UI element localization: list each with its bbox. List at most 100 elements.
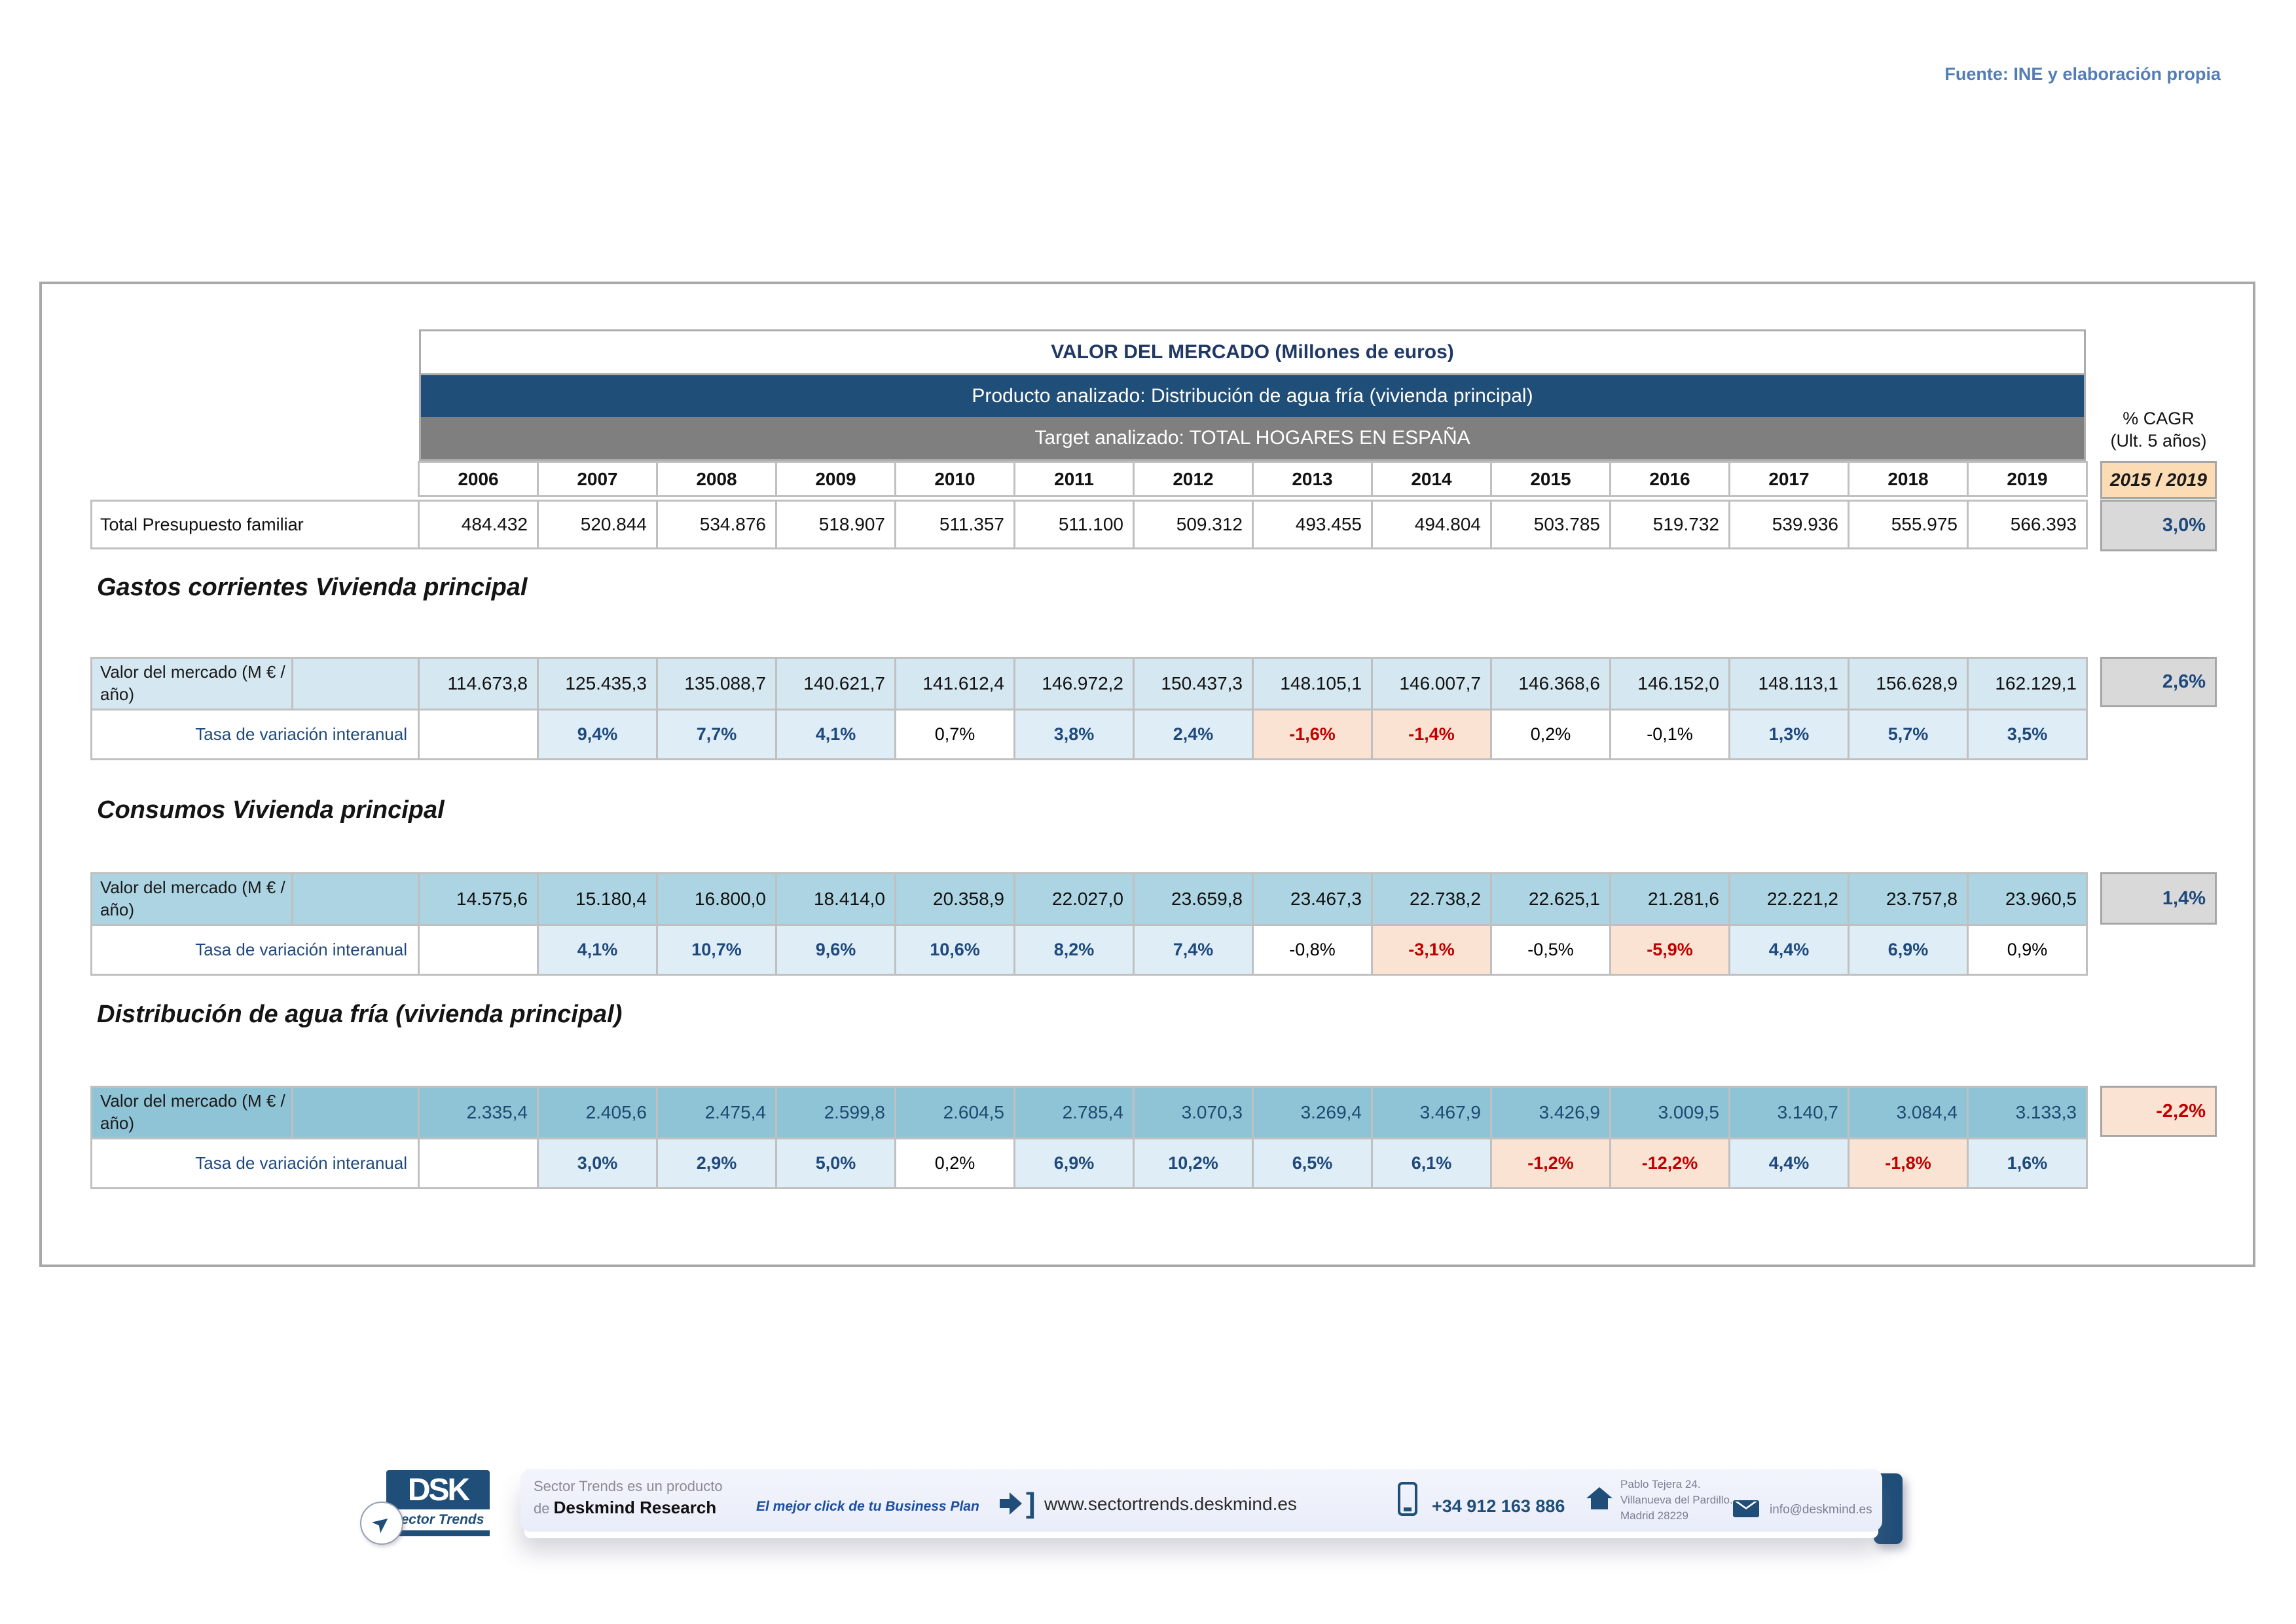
rate-cell: 2,9%: [656, 1137, 777, 1189]
cagr-note: % CAGR (Ult. 5 años): [2098, 407, 2219, 452]
value-cell: 2.599,8: [775, 1086, 896, 1139]
total-row-label: Total Presupuesto familiar: [90, 500, 420, 549]
section-title-gastos: Gastos corrientes Vivienda principal: [97, 574, 528, 601]
year-header: 2010: [894, 461, 1015, 497]
home-body: [1591, 1498, 1608, 1509]
rate-cell: 3,0%: [537, 1137, 658, 1189]
market-value-label: Valor del mercado (M € / año): [90, 1086, 293, 1139]
mail-icon: [1733, 1500, 1759, 1517]
value-cell: 18.414,0: [775, 872, 896, 926]
value-cell: 534.876: [656, 500, 777, 549]
year-header: 2011: [1013, 461, 1135, 497]
year-header: 2006: [418, 461, 539, 497]
rate-label: Tasa de variación interanual: [90, 708, 420, 760]
value-cell: 509.312: [1133, 500, 1254, 549]
value-cell: 162.129,1: [1967, 657, 2088, 710]
value-cell: 146.152,0: [1609, 657, 1730, 710]
section-table-consumos: Valor del mercado (M € / año) 14.575,6 15.…: [90, 872, 2088, 976]
value-cell: 150.437,3: [1133, 657, 1254, 710]
cagr-note-line2: (Ult. 5 años): [2110, 431, 2207, 451]
value-cell: 15.180,4: [537, 872, 658, 926]
value-cell: 519.732: [1609, 500, 1730, 549]
market-value-label: Valor del mercado (M € / año): [90, 657, 293, 710]
rate-cell: 4,4%: [1728, 923, 1850, 976]
dsk-logo-circle: ➤: [360, 1502, 403, 1545]
value-cell: 566.393: [1967, 500, 2088, 549]
value-cell: 156.628,9: [1848, 657, 1969, 710]
rate-cell: -5,9%: [1609, 923, 1730, 976]
footer-email: info@deskmind.es: [1770, 1503, 1872, 1517]
home-icon: [1586, 1487, 1613, 1511]
rate-cell: 6,5%: [1252, 1137, 1373, 1189]
value-cell: 114.673,8: [418, 657, 539, 710]
footer-product-line1: Sector Trends es un producto: [534, 1478, 723, 1494]
value-cell: 14.575,6: [418, 872, 539, 926]
value-cell: 22.625,1: [1490, 872, 1611, 926]
value-cell: 3.467,9: [1371, 1086, 1492, 1139]
rate-cell: -0,5%: [1490, 923, 1611, 976]
rate-cell: -0,8%: [1252, 923, 1373, 976]
rate-cell: 7,7%: [656, 708, 777, 760]
rate-cell: 4,1%: [537, 923, 658, 976]
value-cell: 518.907: [775, 500, 896, 549]
rate-cell: 9,4%: [537, 708, 658, 760]
value-cell: 2.604,5: [894, 1086, 1015, 1139]
rate-cell: 6,1%: [1371, 1137, 1492, 1189]
footer-company-name: Deskmind Research: [553, 1498, 717, 1517]
rate-cell: 3,8%: [1013, 708, 1135, 760]
rate-cell: 10,7%: [656, 923, 777, 976]
rate-cell: 6,9%: [1848, 923, 1969, 976]
address-line1: Pablo Tejera 24.: [1620, 1478, 1701, 1490]
rate-cell: -1,4%: [1371, 708, 1492, 760]
value-cell: 3.084,4: [1848, 1086, 1969, 1139]
footer-panel: Sector Trends es un producto de Deskmind…: [520, 1469, 1882, 1532]
dsk-logo-text: DSK: [407, 1472, 470, 1507]
section-title-consumos: Consumos Vivienda principal: [97, 796, 445, 824]
address-line2: Villanueva del Pardillo.: [1620, 1494, 1733, 1506]
value-cell: 22.221,2: [1728, 872, 1850, 926]
year-header: 2014: [1371, 461, 1492, 497]
rate-label: Tasa de variación interanual: [90, 1137, 420, 1189]
cagr-distribucion-cell: -2,2%: [2100, 1086, 2217, 1137]
rate-cell: [418, 923, 539, 976]
value-cell: 503.785: [1490, 500, 1611, 549]
rate-cell: [418, 708, 539, 760]
section-title-distribucion: Distribución de agua fría (vivienda prin…: [97, 1001, 623, 1028]
cagr-period-cell: 2015 / 2019: [2100, 461, 2217, 499]
arrow-bracket-icon: ]: [1000, 1487, 1046, 1519]
year-header: 2013: [1252, 461, 1373, 497]
rate-cell: 2,4%: [1133, 708, 1254, 760]
footer-phone: +34 912 163 886: [1432, 1496, 1565, 1516]
spacer-cell: [291, 657, 420, 710]
paper-plane-icon: ➤: [368, 1509, 395, 1537]
value-cell: 493.455: [1252, 500, 1373, 549]
cagr-gastos-cell: 2,6%: [2100, 657, 2217, 707]
total-budget-row: Total Presupuesto familiar 484.432 520.844…: [90, 500, 2088, 549]
rate-cell: 0,7%: [894, 708, 1015, 760]
value-cell: 3.009,5: [1609, 1086, 1730, 1139]
rate-cell: -0,1%: [1609, 708, 1730, 760]
value-cell: 148.113,1: [1728, 657, 1850, 710]
year-header: 2016: [1609, 461, 1730, 497]
home-roof: [1586, 1487, 1613, 1498]
footer-website: www.sectortrends.deskmind.es: [1044, 1494, 1297, 1514]
value-cell: 3.269,4: [1252, 1086, 1373, 1139]
value-cell: 141.612,4: [894, 657, 1015, 710]
rate-label: Tasa de variación interanual: [90, 923, 420, 976]
year-header: 2017: [1728, 461, 1850, 497]
value-cell: 135.088,7: [656, 657, 777, 710]
value-cell: 146.972,2: [1013, 657, 1135, 710]
rate-cell: 7,4%: [1133, 923, 1254, 976]
year-header: 2007: [537, 461, 658, 497]
value-cell: 23.757,8: [1848, 872, 1969, 926]
rate-cell: 3,5%: [1967, 708, 2088, 760]
value-cell: 511.357: [894, 500, 1015, 549]
dsk-logo: DSK Sector Trends ➤: [360, 1470, 490, 1545]
year-header: 2015: [1490, 461, 1611, 497]
section-table-gastos: Valor del mercado (M € / año) 114.673,8 12…: [90, 657, 2088, 760]
dsk-logo-subtitle: Sector Trends: [386, 1509, 490, 1530]
rate-cell: -1,2%: [1490, 1137, 1611, 1189]
value-cell: 520.844: [537, 500, 658, 549]
table-title: VALOR DEL MERCADO (Millones de euros): [421, 331, 2084, 375]
rate-cell: -3,1%: [1371, 923, 1492, 976]
